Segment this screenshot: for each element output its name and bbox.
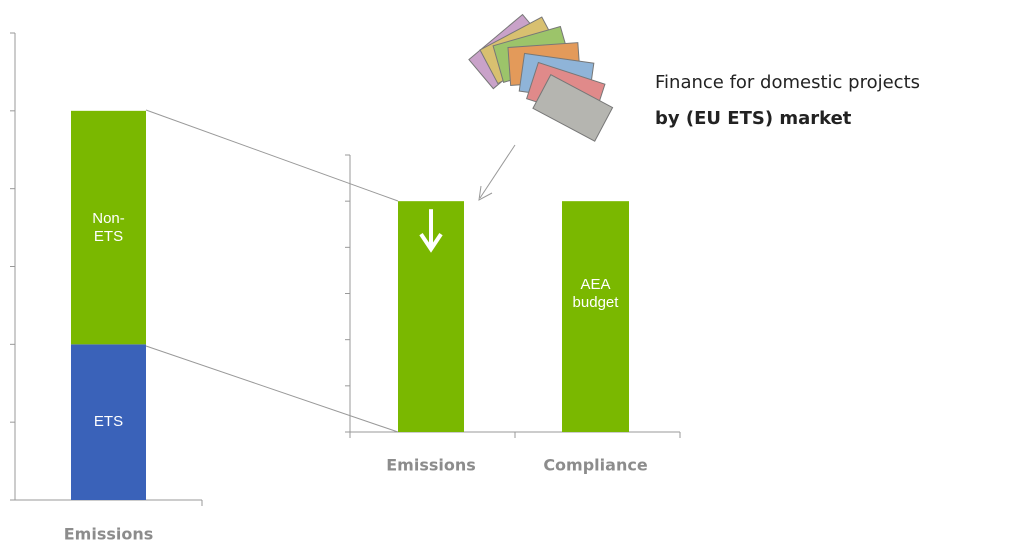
segment-label: Non-ETS xyxy=(92,209,125,245)
annotation-bold: by (EU ETS) market xyxy=(655,108,852,129)
bar-segment xyxy=(71,110,146,345)
x-category-label: Emissions xyxy=(386,456,476,475)
annotation: Finance for domestic projects xyxy=(655,72,921,93)
bar xyxy=(562,201,629,432)
arrow-head xyxy=(478,185,493,201)
down-arrow-head xyxy=(419,233,443,253)
bar-segment xyxy=(71,344,146,500)
connector-line xyxy=(145,345,399,433)
arrow-line xyxy=(479,144,516,199)
money-illustration xyxy=(468,13,614,142)
bar-annotation: AEA budget xyxy=(572,276,619,312)
x-category-label: Compliance xyxy=(543,456,648,475)
x-category-label: Emissions xyxy=(64,525,154,544)
segment-label: ETS xyxy=(93,413,124,431)
connector-line xyxy=(145,109,399,202)
